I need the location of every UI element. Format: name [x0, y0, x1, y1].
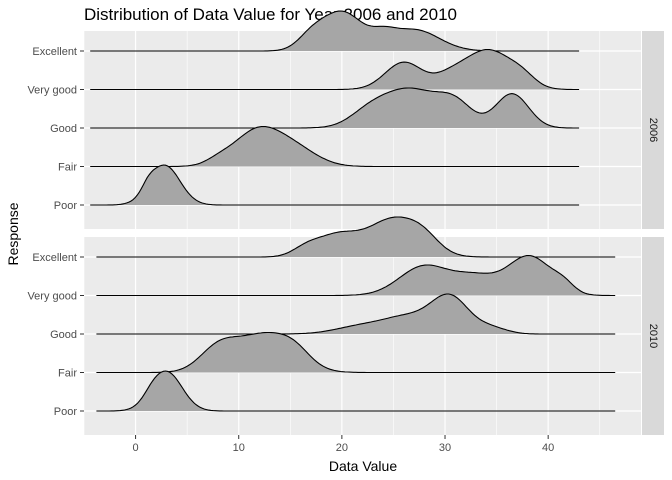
y-tick-label-fair: Fair — [58, 162, 77, 174]
y-tick-label-good: Good — [50, 329, 77, 341]
ridge-line-2006-poor — [90, 164, 580, 206]
y-axis-title: Response — [5, 202, 21, 265]
x-axis-title: Data Value — [329, 458, 397, 474]
x-tick-label-40: 40 — [542, 442, 554, 454]
chart-title: Distribution of Data Value for Year 2006… — [84, 5, 457, 24]
ridge-line-2006-fair — [90, 125, 580, 168]
x-tick-label-20: 20 — [336, 442, 348, 454]
facet-strip-2010 — [642, 237, 664, 435]
x-tick-label-10: 10 — [233, 442, 245, 454]
x-tick-label-0: 0 — [133, 442, 139, 454]
chart-panels: Poor Fair Good Very good Excellent 2006 Poor Fa… — [27, 10, 664, 435]
ridge-line-2010-poor — [96, 370, 616, 412]
x-axis: 0 10 20 30 40 — [133, 435, 554, 454]
y-tick-label-fair: Fair — [58, 368, 77, 380]
y-tick-label-very-good: Very good — [27, 85, 77, 97]
ridge-line-2010-good — [96, 293, 616, 335]
facet-label-2010: 2010 — [647, 324, 659, 348]
ridge-area-2010-fair — [96, 332, 616, 373]
x-tick-label-30: 30 — [439, 442, 451, 454]
ridge-area-2006-very-good — [90, 49, 580, 90]
y-tick-label-poor: Poor — [54, 200, 78, 212]
ridge-line-2010-fair — [96, 331, 616, 374]
ridge-area-2006-poor — [90, 165, 580, 205]
ridge-area-2006-good — [90, 88, 580, 128]
ridge-area-2010-very-good — [96, 255, 616, 296]
ridge-area-2010-good — [96, 294, 616, 334]
ridge-area-2010-excellent — [96, 217, 616, 257]
facet-strip-2006 — [642, 31, 664, 229]
ridge-line-2010-very-good — [96, 254, 616, 297]
panel-2006: Poor Fair Good Very good Excellent 2006 — [27, 10, 664, 229]
ridge-area-2006-excellent — [90, 11, 580, 51]
y-tick-label-very-good: Very good — [27, 291, 77, 303]
ridge-line-2006-excellent — [90, 10, 580, 52]
y-tick-label-good: Good — [50, 123, 77, 135]
ridge-area-2010-poor — [96, 371, 616, 411]
ridge-line-2006-good — [90, 87, 580, 129]
ridge-line-2006-very-good — [90, 48, 580, 91]
y-tick-label-excellent: Excellent — [32, 252, 77, 264]
y-tick-label-excellent: Excellent — [32, 46, 77, 58]
panel-2010: Poor Fair Good Very good Excellent 2010 — [27, 216, 664, 435]
y-tick-label-poor: Poor — [54, 406, 78, 418]
facet-label-2006: 2006 — [647, 118, 659, 142]
